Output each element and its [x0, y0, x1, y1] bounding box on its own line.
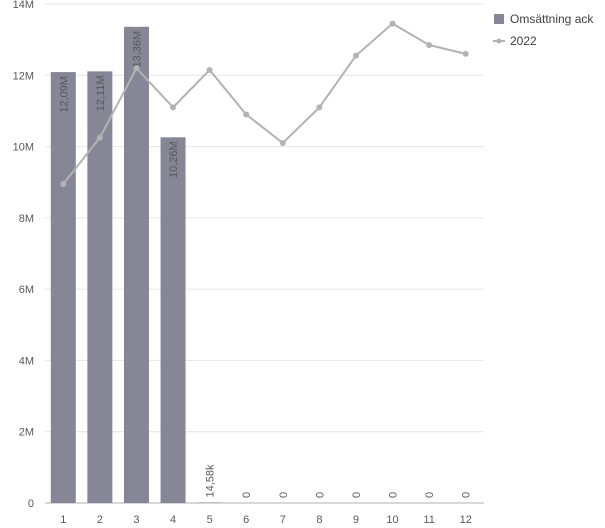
- bar-series: [50, 26, 223, 504]
- legend-swatch: [494, 14, 504, 24]
- x-tick-label: 2: [97, 514, 103, 526]
- x-tick-label: 12: [460, 514, 472, 526]
- bar[interactable]: [50, 72, 76, 504]
- line-point[interactable]: [462, 50, 469, 57]
- line-point[interactable]: [243, 111, 250, 118]
- line-point[interactable]: [170, 104, 177, 111]
- y-tick-label: 12M: [13, 70, 34, 82]
- legend-point-swatch: [496, 38, 502, 44]
- y-tick-label: 2M: [19, 427, 34, 439]
- line-point[interactable]: [279, 140, 286, 147]
- bar-value-label: 10,26M: [168, 141, 180, 178]
- x-tick-label: 3: [133, 514, 139, 526]
- legend-item-line[interactable]: 2022: [493, 34, 537, 48]
- line-point[interactable]: [96, 134, 103, 141]
- bar[interactable]: [87, 71, 113, 504]
- legend-label: 2022: [510, 34, 537, 48]
- x-tick-label: 10: [386, 514, 398, 526]
- bar-value-label: 0: [314, 492, 326, 498]
- y-tick-label: 6M: [19, 284, 34, 296]
- x-tick-label: 1: [60, 514, 66, 526]
- y-tick-label: 0: [28, 498, 34, 510]
- line-point[interactable]: [133, 65, 140, 72]
- x-axis: 1 2 3 4 5 6 7 8 9 10 11 12: [60, 514, 472, 526]
- gridlines: [45, 3, 484, 504]
- line-point[interactable]: [60, 180, 67, 187]
- bar-value-label: 0: [278, 492, 290, 498]
- line-point[interactable]: [426, 41, 433, 48]
- line-path-2022: [62, 22, 466, 185]
- y-tick-label: 4M: [19, 355, 34, 367]
- bar-value-label: 13,36M: [131, 31, 143, 68]
- legend-item-bars[interactable]: Omsättning ack: [494, 12, 594, 26]
- bar-value-label: 0: [388, 492, 400, 498]
- x-tick-label: 11: [423, 514, 434, 526]
- data-labels: 12,09M 12,11M 13,36M 10,26M 14,58k 0 0 0 0 0 0 0: [58, 31, 472, 498]
- x-tick-label: 6: [243, 514, 249, 526]
- y-tick-label: 10M: [13, 142, 34, 154]
- bar-value-label: 0: [424, 492, 436, 498]
- x-tick-label: 5: [207, 514, 213, 526]
- bar[interactable]: [160, 137, 186, 503]
- bar-value-label: 12,09M: [58, 76, 70, 113]
- bar[interactable]: [197, 502, 223, 503]
- x-tick-label: 4: [170, 514, 176, 526]
- y-tick-label: 14M: [13, 0, 34, 11]
- line-point[interactable]: [389, 20, 396, 27]
- bar-value-label: 0: [351, 492, 363, 498]
- bar[interactable]: [123, 26, 149, 503]
- x-tick-label: 7: [280, 514, 286, 526]
- line-series: [60, 20, 469, 187]
- bar-value-label: 0: [461, 492, 473, 498]
- bar-value-label: 0: [241, 492, 253, 498]
- x-tick-label: 8: [316, 514, 322, 526]
- x-tick-label: 9: [353, 514, 359, 526]
- y-tick-label: 8M: [19, 213, 34, 225]
- line-point[interactable]: [352, 52, 359, 59]
- bar-value-label: 14,58k: [205, 464, 217, 498]
- legend-label: Omsättning ack: [510, 12, 594, 26]
- legend[interactable]: Omsättning ack 2022: [493, 12, 594, 48]
- line-point[interactable]: [206, 66, 213, 73]
- bar-value-label: 12,11M: [95, 75, 107, 111]
- line-point[interactable]: [316, 104, 323, 111]
- y-axis: 0 2M 4M 6M 8M 10M 12M 14M: [13, 0, 34, 510]
